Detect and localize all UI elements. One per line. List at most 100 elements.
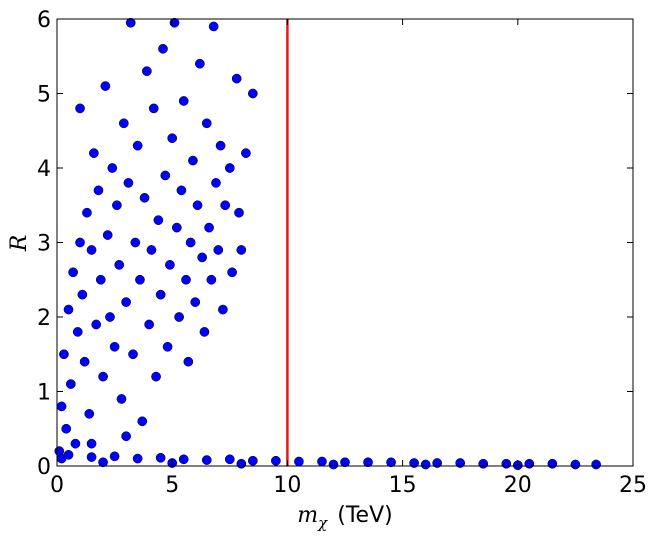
point (171, 222, 182, 233)
point (123, 178, 134, 188)
x-tick-label: 0 (50, 473, 64, 498)
point (328, 459, 339, 470)
point (105, 312, 115, 322)
point (247, 455, 258, 466)
point (236, 458, 247, 469)
point (206, 274, 217, 285)
point (201, 118, 212, 129)
point (501, 458, 512, 469)
point (121, 297, 131, 307)
point (65, 379, 76, 389)
point (201, 455, 212, 465)
point (59, 349, 69, 360)
point (130, 237, 141, 248)
point (84, 409, 95, 419)
point (75, 103, 85, 114)
plot-frame (56, 18, 634, 467)
point (294, 456, 304, 467)
point (185, 237, 196, 248)
point (181, 274, 191, 285)
point (220, 200, 231, 211)
point (420, 459, 431, 470)
x-axis-label: mχ (TeV) (297, 503, 392, 532)
point (146, 245, 157, 255)
point (211, 178, 221, 188)
point (160, 170, 171, 181)
point (247, 88, 258, 99)
point (89, 148, 99, 158)
point (132, 453, 143, 464)
point (102, 230, 113, 240)
y-tick-label: 1 (37, 381, 51, 406)
point (121, 431, 131, 442)
point (142, 66, 152, 77)
x-tick-label: 20 (504, 473, 532, 498)
point (236, 245, 247, 255)
point (114, 260, 125, 270)
y-tick-label: 4 (37, 157, 51, 182)
point (478, 458, 489, 469)
point (148, 103, 159, 114)
point (432, 458, 443, 468)
point (174, 312, 184, 322)
y-axis-label: R (7, 235, 32, 253)
point (139, 192, 150, 203)
point (165, 260, 175, 270)
point (70, 438, 81, 449)
point (570, 459, 581, 470)
y-tick-label: 5 (37, 83, 51, 108)
point (77, 289, 88, 300)
point (128, 349, 138, 360)
point (231, 73, 242, 84)
point (100, 81, 111, 91)
point (224, 454, 235, 465)
point (109, 341, 120, 352)
point (144, 319, 155, 330)
point (153, 215, 164, 225)
point (82, 207, 92, 218)
point (241, 148, 251, 158)
point (63, 449, 74, 460)
point (591, 459, 601, 470)
point (63, 304, 74, 315)
point (227, 267, 237, 278)
point (213, 245, 224, 255)
point (169, 17, 180, 28)
point (112, 200, 122, 211)
point (109, 451, 120, 462)
point (340, 457, 350, 468)
point (91, 319, 102, 330)
point (167, 133, 178, 144)
point (271, 455, 281, 466)
x-tick-label: 25 (619, 473, 647, 498)
point (178, 96, 189, 106)
point (98, 371, 108, 382)
point (162, 341, 173, 352)
point (224, 163, 235, 173)
point (86, 452, 97, 462)
point (155, 452, 166, 463)
point (183, 356, 194, 367)
point (132, 140, 143, 151)
y-tick-label: 3 (37, 232, 51, 257)
y-tick-label: 2 (37, 306, 51, 331)
point (208, 21, 219, 32)
point (56, 401, 67, 412)
point (72, 327, 83, 337)
point (215, 140, 226, 151)
point (151, 371, 161, 382)
point (75, 237, 85, 248)
points (54, 17, 601, 471)
x-label-symbol: m (297, 503, 318, 528)
y-tick-label: 6 (37, 8, 51, 33)
point (95, 274, 106, 285)
point (192, 200, 203, 211)
point (190, 297, 201, 307)
point (93, 185, 104, 196)
point (234, 207, 244, 218)
point (176, 185, 187, 196)
point (68, 267, 78, 278)
point (158, 43, 168, 54)
